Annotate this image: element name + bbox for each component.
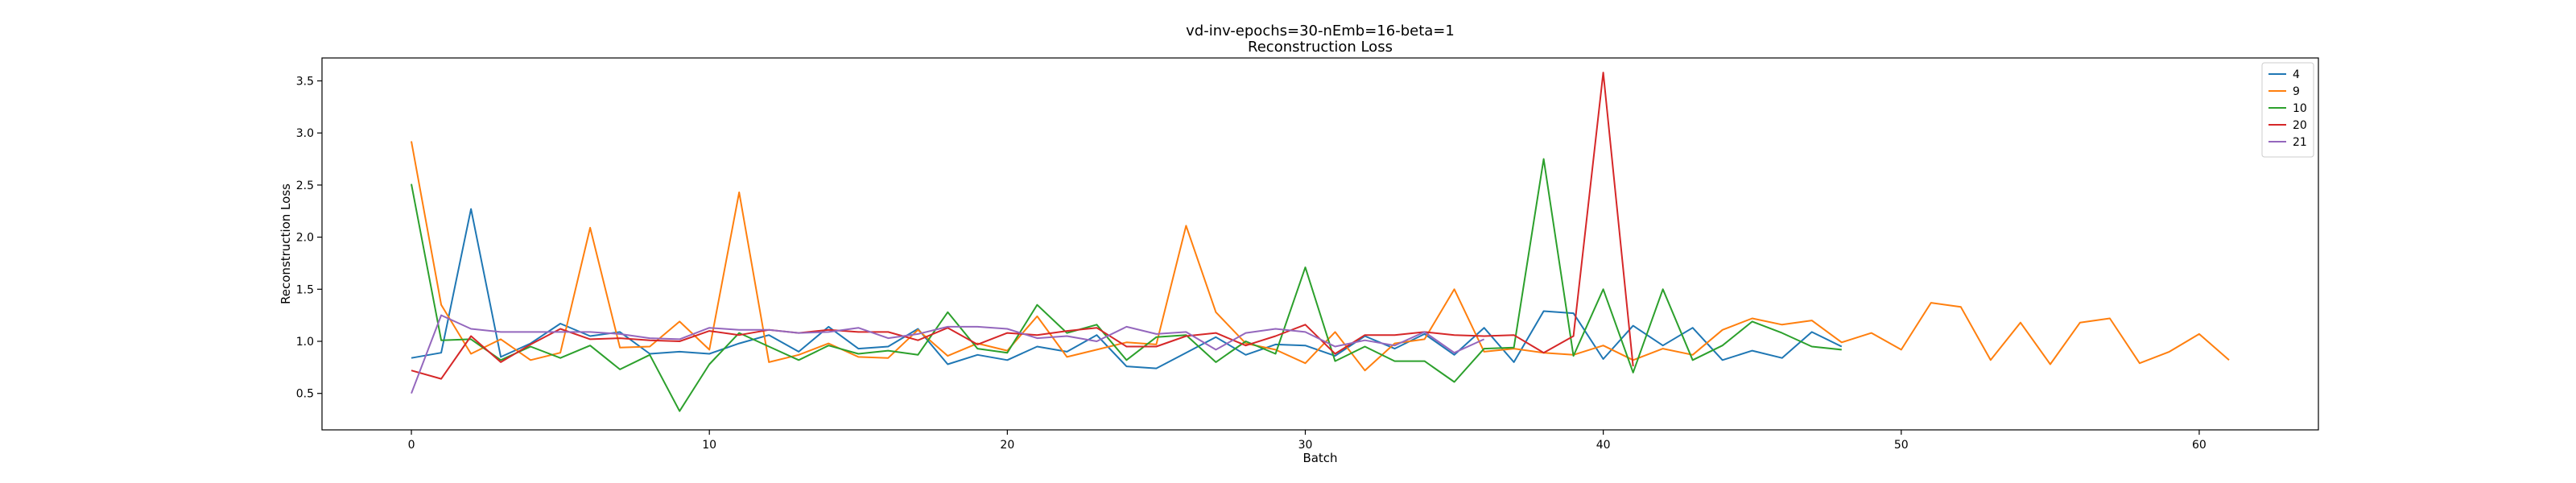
series-line-9 (411, 141, 2230, 372)
legend: 4 9 10 20 21 (2261, 62, 2314, 158)
axes-layer: 0 10 20 30 40 50 60 0.5 1.0 1.5 2.0 2.5 3.0 3.5 (296, 75, 2207, 452)
legend-entry-21: 21 (2293, 136, 2307, 149)
x-tick-label: 60 (2192, 439, 2207, 452)
legend-entry-10: 10 (2293, 102, 2307, 115)
x-tick-label: 50 (1894, 439, 1909, 452)
y-tick-label: 0.5 (296, 388, 314, 401)
plot-frame (321, 57, 2319, 431)
y-tick-label: 2.0 (296, 232, 314, 245)
y-axis-label: Reconstruction Loss (279, 184, 293, 304)
x-tick-label: 20 (1000, 439, 1014, 452)
series-line-4 (411, 208, 1843, 369)
y-tick-label: 1.0 (296, 336, 314, 349)
y-tick-label: 2.5 (296, 180, 314, 192)
x-tick-label: 30 (1298, 439, 1313, 452)
series-layer (411, 72, 2230, 412)
legend-entry-4: 4 (2293, 68, 2300, 81)
legend-entry-9: 9 (2293, 85, 2300, 98)
series-line-10 (411, 158, 1842, 412)
y-tick-label: 3.0 (296, 127, 314, 140)
x-axis-label: Batch (1302, 451, 1337, 465)
plot-area (322, 58, 2318, 430)
legend-entry-20: 20 (2293, 119, 2307, 132)
x-tick-label: 0 (408, 439, 415, 452)
y-tick-label: 3.5 (296, 75, 314, 88)
y-tick-label: 1.5 (296, 283, 314, 296)
chart-subtitle: Reconstruction Loss (1248, 39, 1393, 56)
series-line-21 (411, 314, 1485, 394)
x-tick-label: 10 (702, 439, 716, 452)
chart-title: vd-inv-epochs=30-nEmb=16-beta=1 (1186, 23, 1455, 39)
legend-box (2261, 62, 2314, 158)
x-tick-label: 40 (1596, 439, 1611, 452)
